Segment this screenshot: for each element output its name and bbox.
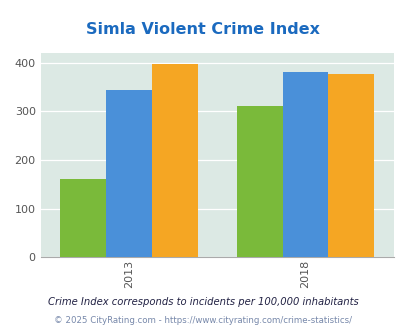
Bar — [282, 72, 328, 257]
Bar — [60, 180, 106, 257]
Legend: Simla, Colorado, National: Simla, Colorado, National — [90, 329, 343, 330]
Bar — [236, 106, 282, 257]
Text: Crime Index corresponds to incidents per 100,000 inhabitants: Crime Index corresponds to incidents per… — [47, 297, 358, 307]
Bar — [151, 63, 197, 257]
Bar — [106, 90, 151, 257]
Text: Simla Violent Crime Index: Simla Violent Crime Index — [86, 22, 319, 37]
Text: © 2025 CityRating.com - https://www.cityrating.com/crime-statistics/: © 2025 CityRating.com - https://www.city… — [54, 316, 351, 325]
Bar — [328, 74, 373, 257]
